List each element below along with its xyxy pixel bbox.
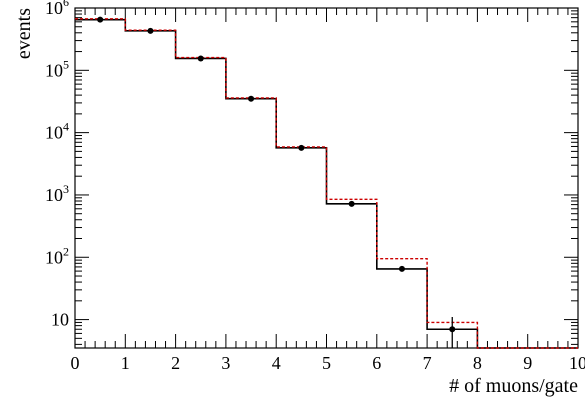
- data-point: [298, 144, 305, 151]
- data-point: [398, 265, 405, 272]
- x-tick-label: 6: [372, 353, 381, 373]
- data-point: [147, 27, 154, 34]
- x-tick-label: 9: [523, 353, 532, 373]
- y-axis-label: events: [13, 8, 35, 59]
- y-tick-label: 104: [45, 120, 69, 143]
- data-point: [348, 200, 355, 207]
- data-point: [248, 95, 255, 102]
- x-tick-label: 3: [221, 353, 230, 373]
- x-axis-label: # of muons/gate: [449, 375, 578, 397]
- x-tick-label: 0: [71, 353, 80, 373]
- axis-ticks-group: [74, 7, 579, 348]
- labels-group: 0 1 2 3 4 5 6 7 8 9 10 10 102 103 104 105 106: [45, 0, 585, 373]
- y-tick-label: 105: [45, 57, 69, 80]
- x-tick-label: 2: [171, 353, 180, 373]
- data-point: [449, 326, 456, 333]
- mc-histogram-dashed: [75, 18, 578, 349]
- x-tick-label: 5: [322, 353, 331, 373]
- x-tick-label: 7: [423, 353, 432, 373]
- y-tick-label: 102: [45, 244, 69, 267]
- histogram-series-group: [75, 16, 578, 349]
- x-tick-label: 10: [569, 353, 585, 373]
- data-point: [197, 55, 204, 62]
- y-tick-label: 106: [45, 0, 69, 18]
- y-tick-label: 103: [45, 182, 69, 205]
- y-tick-label: 10: [51, 310, 69, 330]
- x-tick-label: 1: [121, 353, 130, 373]
- x-tick-label: 4: [272, 353, 281, 373]
- x-tick-label: 8: [473, 353, 482, 373]
- data-point: [97, 16, 104, 23]
